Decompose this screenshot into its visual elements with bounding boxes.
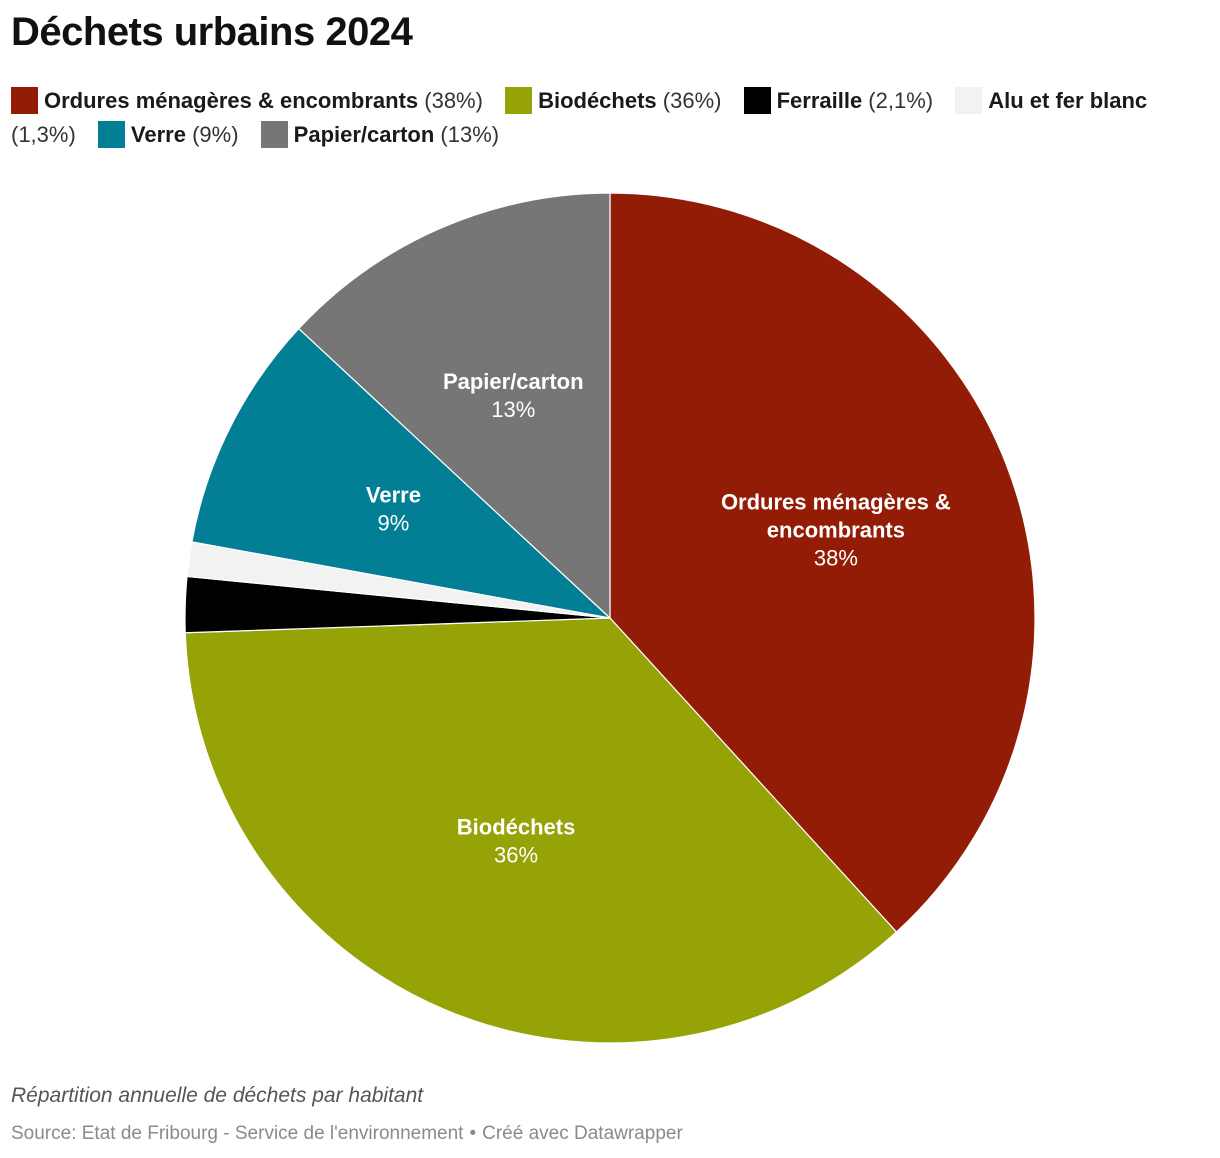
- legend-swatch: [505, 87, 533, 114]
- legend-item: Ordures ménagères & encombrants (38%): [11, 87, 483, 114]
- slice-label-name: Biodéchets: [457, 814, 576, 839]
- legend-value: (38%): [418, 88, 483, 113]
- legend-value: (1,3%): [11, 122, 76, 147]
- legend-swatch: [955, 87, 983, 114]
- legend-swatch: [97, 121, 125, 148]
- chart-title: Déchets urbains 2024: [11, 10, 413, 54]
- slice-label-value: 38%: [814, 545, 858, 570]
- chart-footer: Source: Etat de Fribourg - Service de l'…: [11, 1123, 683, 1145]
- legend-item: Papier/carton (13%): [260, 121, 500, 148]
- legend-item: Biodéchets (36%): [505, 87, 722, 114]
- slice-label-name: encombrants: [767, 517, 905, 542]
- slice-label-value: 13%: [491, 397, 535, 422]
- pie-slice: [184, 617, 898, 1044]
- chart-legend: Ordures ménagères & encombrants (38%) Bi…: [11, 84, 1191, 152]
- legend-item: Verre (9%): [97, 121, 239, 148]
- legend-item: Ferraille (2,1%): [743, 87, 934, 114]
- pie-chart: Ordures ménagères & encombrants 38% Biodéch…: [184, 192, 1036, 1044]
- slice-label-value: 9%: [378, 510, 410, 535]
- legend-swatch: [260, 121, 288, 148]
- legend-value: (9%): [185, 122, 239, 147]
- footer-separator: •: [469, 1123, 477, 1144]
- legend-swatch: [11, 87, 38, 114]
- pie-slice: [297, 192, 611, 620]
- legend-value: (2,1%): [862, 88, 934, 113]
- legend-label: Papier/carton: [293, 122, 435, 147]
- legend-value: (36%): [656, 88, 722, 113]
- pie-slice: [191, 327, 612, 619]
- legend-label: Alu et fer blanc: [988, 88, 1148, 113]
- slice-label: Verre 9%: [366, 482, 421, 535]
- pie-slice: [609, 192, 1036, 933]
- slice-label: Papier/carton 13%: [443, 369, 584, 422]
- slice-label-value: 36%: [494, 842, 538, 867]
- pie-chart-area: Ordures ménagères & encombrants 38% Biodéch…: [0, 170, 1220, 1070]
- legend-label: Ferraille: [776, 88, 863, 113]
- legend-value: (13%): [434, 122, 500, 147]
- credit-text: Créé avec Datawrapper: [482, 1123, 683, 1144]
- slice-label-name: Papier/carton: [443, 369, 584, 394]
- legend-label: Ordures ménagères & encombrants: [44, 88, 419, 113]
- slice-label-name: Ordures ménagères &: [721, 489, 951, 514]
- slice-label: Ordures ménagères & encombrants 38%: [721, 489, 951, 570]
- source-text: Source: Etat de Fribourg - Service de l'…: [11, 1123, 464, 1144]
- slice-label-name: Verre: [366, 482, 421, 507]
- legend-label: Biodéchets: [538, 88, 657, 113]
- slice-label: Biodéchets 36%: [457, 814, 576, 867]
- chart-caption: Répartition annuelle de déchets par habi…: [11, 1084, 424, 1107]
- legend-label: Verre: [130, 122, 186, 147]
- legend-swatch: [743, 87, 771, 114]
- legend-item: Alu et fer blanc (1,3%): [11, 87, 1148, 147]
